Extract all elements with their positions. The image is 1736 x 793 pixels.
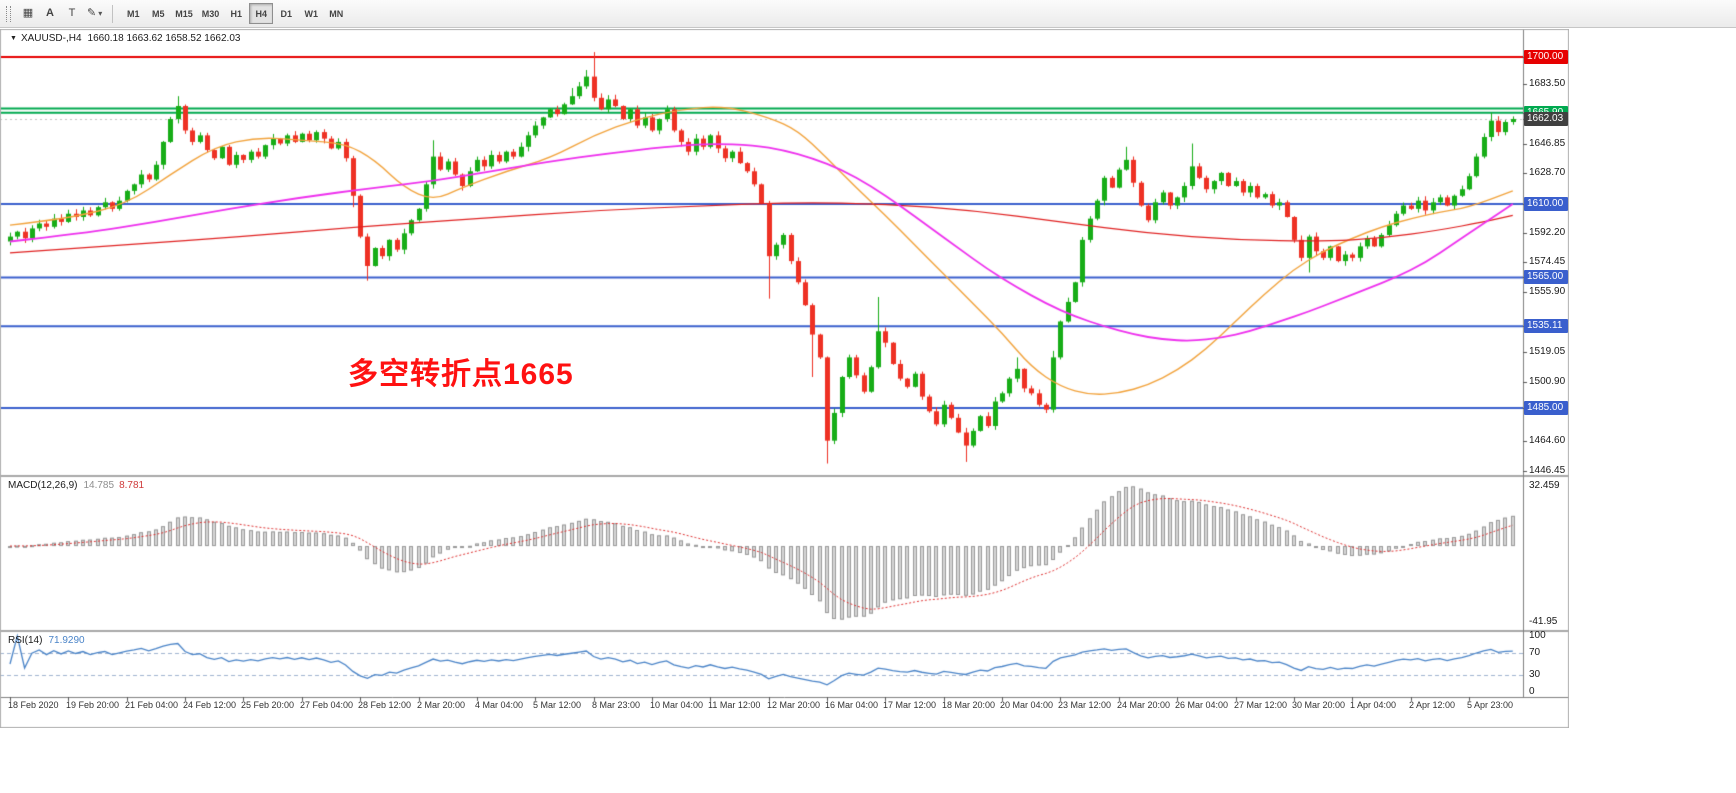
rsi-name: RSI(14) — [8, 635, 43, 646]
timeframe-button-m5[interactable]: M5 — [146, 3, 170, 24]
timeframe-button-m15[interactable]: M15 — [171, 3, 197, 24]
rsi-value: 71.9290 — [48, 635, 85, 646]
label-tool-icon: T — [68, 7, 76, 19]
main-toolbar: ▦ A T ✎ ▾ M1 M5 M15 M30 H1 H4 D1 W1 MN — [0, 0, 1736, 28]
chart-symbol-period: XAUUSD-,H4 — [20, 33, 82, 44]
chart-ohlc-values: 1660.18 1663.62 1658.52 1662.03 — [87, 33, 241, 44]
chevron-down-icon: ▾ — [98, 9, 103, 18]
timeframe-button-w1[interactable]: W1 — [299, 3, 323, 24]
grid-tool-button[interactable]: ▦ — [17, 3, 39, 24]
timeframe-button-group: M1 M5 M15 M30 H1 H4 D1 W1 MN — [121, 3, 348, 24]
timeframe-button-mn[interactable]: MN — [324, 3, 348, 24]
draw-tool-button[interactable]: ✎ ▾ — [83, 3, 106, 24]
label-tool-button[interactable]: T — [61, 3, 83, 24]
grid-tool-icon: ▦ — [22, 7, 34, 19]
timeframe-button-m1[interactable]: M1 — [121, 3, 145, 24]
macd-main-value: 14.785 — [83, 480, 115, 491]
chart-header: ▼ XAUUSD-,H4 1660.18 1663.62 1658.52 1662.… — [10, 33, 240, 44]
timeframe-button-h4[interactable]: H4 — [249, 3, 274, 24]
text-tool-icon: A — [46, 7, 54, 19]
text-tool-button[interactable]: A — [39, 3, 61, 24]
macd-indicator-label: MACD(12,26,9) 14.785 8.781 — [8, 480, 144, 491]
timeframe-button-h1[interactable]: H1 — [224, 3, 248, 24]
rsi-indicator-label: RSI(14) 71.9290 — [8, 635, 85, 646]
toolbar-separator — [112, 4, 114, 23]
draw-tool-icon: ✎ — [87, 7, 97, 19]
chart-annotation[interactable]: 多空转折点1665 — [348, 358, 574, 391]
macd-signal-value: 8.781 — [119, 480, 145, 491]
macd-name: MACD(12,26,9) — [8, 480, 78, 491]
chart-canvas[interactable] — [0, 29, 1569, 728]
chart-window: 1683.50 1646.85 1628.70 1592.20 1574.45 1555.… — [0, 29, 1569, 728]
toolbar-drag-handle[interactable] — [6, 5, 11, 22]
timeframe-button-m30[interactable]: M30 — [198, 3, 224, 24]
chart-collapse-icon[interactable]: ▼ — [10, 35, 17, 42]
timeframe-button-d1[interactable]: D1 — [274, 3, 298, 24]
